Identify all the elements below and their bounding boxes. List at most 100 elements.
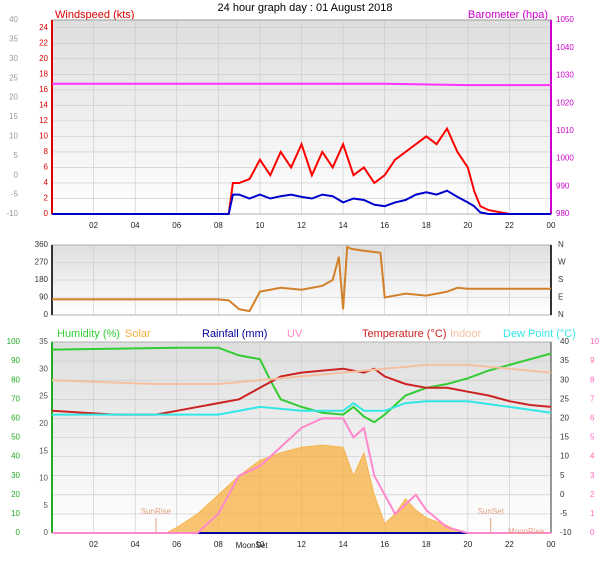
y3-tick-label: 20 bbox=[39, 419, 48, 428]
y4-tick-label: 4 bbox=[590, 452, 595, 461]
y-tick-label: 6 bbox=[44, 163, 49, 172]
x-tick-label: 02 bbox=[89, 540, 98, 549]
y-tick-label: 100 bbox=[7, 337, 21, 346]
y-tick-label: 20 bbox=[39, 54, 48, 63]
y-tick-label: 180 bbox=[35, 275, 49, 284]
y2-tick-label: 15 bbox=[560, 433, 569, 442]
y2-tick-label: 5 bbox=[560, 471, 565, 480]
y3-tick-label: 5 bbox=[44, 501, 49, 510]
y4-tick-label: 10 bbox=[590, 337, 599, 346]
y-tick-label: 70 bbox=[11, 394, 20, 403]
y4-tick-label: 3 bbox=[590, 471, 595, 480]
x-tick-label: 18 bbox=[422, 221, 431, 230]
y2-tick-label: 1050 bbox=[556, 15, 574, 24]
y2-tick-label: 20 bbox=[560, 414, 569, 423]
x-tick-label: 14 bbox=[339, 221, 348, 230]
x-tick-label: 08 bbox=[214, 540, 223, 549]
legend-label: Dew Point (°C) bbox=[503, 328, 576, 340]
y2-tick-label: 1000 bbox=[556, 154, 574, 163]
x-tick-label: 12 bbox=[297, 540, 306, 549]
y-tick-label: 24 bbox=[39, 23, 48, 32]
y-tick-label: 8 bbox=[44, 147, 49, 156]
x-tick-label: 22 bbox=[505, 540, 514, 549]
y-tick-label: 60 bbox=[11, 414, 20, 423]
series-line bbox=[52, 417, 551, 534]
y4-tick-label: 1 bbox=[590, 509, 595, 518]
y3-tick-label: -10 bbox=[6, 209, 18, 218]
annotation: MoonSet bbox=[236, 541, 269, 550]
y2-tick-label: N bbox=[558, 310, 564, 319]
x-tick-label: 04 bbox=[131, 221, 140, 230]
y3-tick-label: 15 bbox=[9, 112, 18, 121]
x-tick-label: 18 bbox=[422, 540, 431, 549]
x-tick-label: 06 bbox=[172, 221, 181, 230]
x-tick-label: 02 bbox=[89, 221, 98, 230]
legend-label: Indoor bbox=[450, 328, 482, 340]
y2-tick-label: 1030 bbox=[556, 71, 574, 80]
y2-tick-label: -10 bbox=[560, 528, 572, 537]
y-tick-label: 90 bbox=[11, 356, 20, 365]
y2-tick-label: 30 bbox=[560, 375, 569, 384]
y2-tick-label: 1040 bbox=[556, 43, 574, 52]
y-tick-label: 270 bbox=[35, 258, 49, 267]
y-tick-label: 16 bbox=[39, 85, 48, 94]
y3-tick-label: 25 bbox=[39, 392, 48, 401]
x-tick-label: 16 bbox=[380, 540, 389, 549]
series-line bbox=[51, 363, 552, 385]
y2-tick-label: 25 bbox=[560, 394, 569, 403]
series-line bbox=[52, 126, 551, 215]
y-tick-label: 18 bbox=[39, 69, 48, 78]
y2-tick-label: 990 bbox=[556, 181, 570, 190]
y2-tick-label: 10 bbox=[560, 452, 569, 461]
y4-tick-label: 5 bbox=[590, 433, 595, 442]
series-line bbox=[52, 400, 552, 416]
y-tick-label: 30 bbox=[11, 471, 20, 480]
y-tick-label: 20 bbox=[11, 490, 20, 499]
x-tick-label: 22 bbox=[505, 221, 514, 230]
x-tick-label: 06 bbox=[172, 540, 181, 549]
y-axis-label: Windspeed (kts) bbox=[55, 9, 134, 21]
y-tick-label: 40 bbox=[11, 452, 20, 461]
y-tick-label: 50 bbox=[11, 433, 20, 442]
y2-tick-label: 980 bbox=[556, 209, 570, 218]
series-line bbox=[52, 189, 551, 215]
y-tick-label: 90 bbox=[39, 293, 48, 302]
annotation: SunSet bbox=[478, 507, 505, 516]
y-tick-label: 0 bbox=[44, 310, 49, 319]
x-tick-label: 10 bbox=[255, 540, 264, 549]
y-tick-label: 2 bbox=[44, 194, 49, 203]
y2-tick-label: 1010 bbox=[556, 126, 574, 135]
y3-tick-label: 30 bbox=[9, 54, 18, 63]
y3-tick-label: 30 bbox=[39, 364, 48, 373]
area bbox=[52, 444, 551, 534]
series-line bbox=[52, 82, 551, 87]
legend-label: Humidity (%) bbox=[57, 328, 120, 340]
y-tick-label: 12 bbox=[39, 116, 48, 125]
x-tick-label: 10 bbox=[255, 221, 264, 230]
x-tick-label: 00 bbox=[547, 540, 556, 549]
y3-tick-label: 10 bbox=[39, 474, 48, 483]
y4-tick-label: 2 bbox=[590, 490, 595, 499]
x-tick-label: 16 bbox=[380, 221, 389, 230]
x-tick-label: 14 bbox=[339, 540, 348, 549]
legend-label: UV bbox=[287, 328, 303, 340]
y3-tick-label: 35 bbox=[39, 337, 48, 346]
y2-tick-label: 40 bbox=[560, 337, 569, 346]
chart-title: 24 hour graph day : 01 August 2018 bbox=[218, 2, 393, 14]
y3-tick-label: 15 bbox=[39, 446, 48, 455]
y3-tick-label: 40 bbox=[9, 15, 18, 24]
y4-tick-label: 8 bbox=[590, 375, 595, 384]
x-tick-label: 20 bbox=[463, 221, 472, 230]
y3-tick-label: -5 bbox=[11, 190, 19, 199]
y2-tick-label: W bbox=[558, 258, 566, 267]
y2-tick-label: S bbox=[558, 275, 563, 284]
x-tick-label: 08 bbox=[214, 221, 223, 230]
series-line bbox=[52, 245, 551, 313]
y4-tick-label: 9 bbox=[590, 356, 595, 365]
y2-tick-label: -5 bbox=[560, 509, 568, 518]
y2-axis-label: Barometer (hpa) bbox=[468, 9, 548, 21]
annotation: MoonRise bbox=[508, 527, 545, 536]
legend-label: Temperature (°C) bbox=[362, 328, 446, 340]
y2-tick-label: E bbox=[558, 293, 563, 302]
y-tick-label: 80 bbox=[11, 375, 20, 384]
